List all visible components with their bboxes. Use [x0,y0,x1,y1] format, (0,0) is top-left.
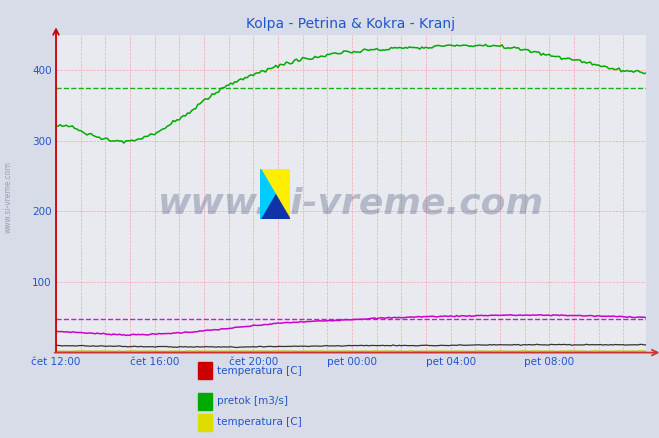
Text: temperatura [C]: temperatura [C] [217,417,302,427]
Polygon shape [260,169,275,219]
Text: www.si-vreme.com: www.si-vreme.com [3,161,13,233]
Title: Kolpa - Petrina & Kokra - Kranj: Kolpa - Petrina & Kokra - Kranj [246,17,455,31]
Text: temperatura [C]: temperatura [C] [217,366,302,375]
Polygon shape [260,169,290,219]
Text: pretok [m3/s]: pretok [m3/s] [217,396,289,406]
Text: www.si-vreme.com: www.si-vreme.com [158,186,544,220]
Polygon shape [260,194,290,219]
